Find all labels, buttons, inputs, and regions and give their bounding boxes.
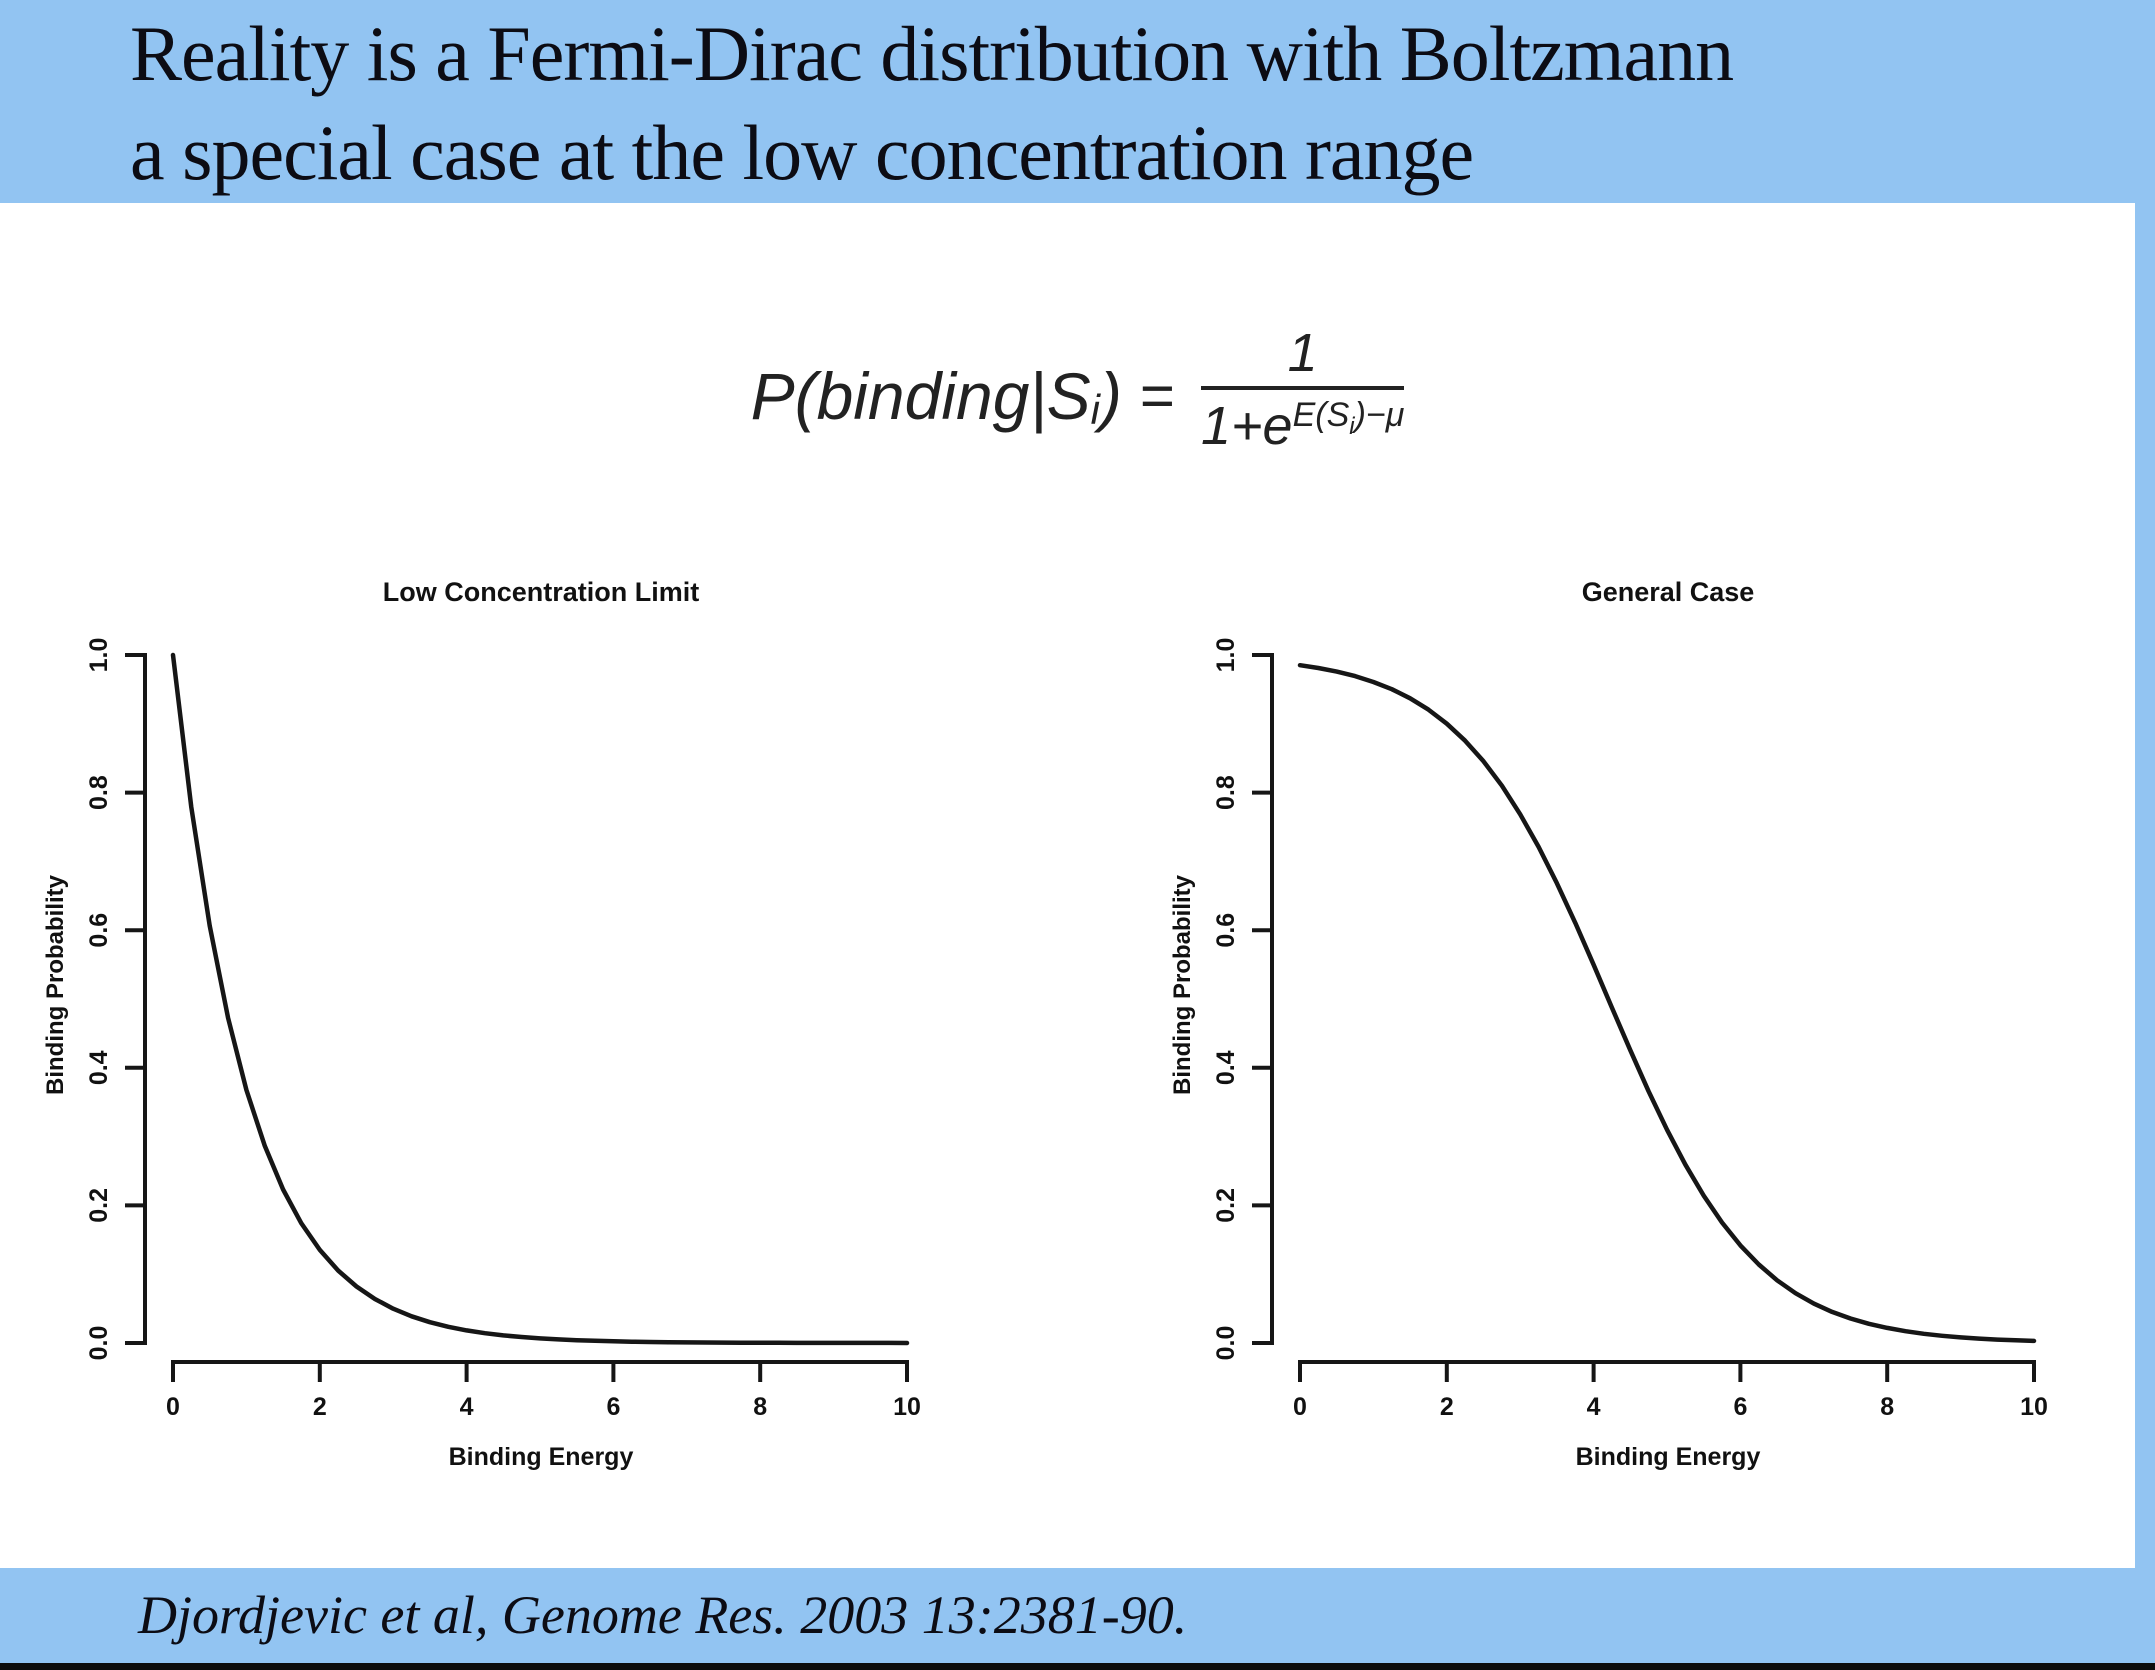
x-tick-label: 0 [166,1393,180,1421]
plot-title: General Case [1581,577,1755,607]
plot-low-concentration-limit: Low Concentration Limit Binding Probabil… [30,555,980,1505]
chart-canvas-left: 0 2 4 6 8 10 0.0 0.2 0.4 0.6 0.8 1.0 [85,638,921,1421]
fermi-dirac-formula: P(binding|S i) = 1 1+eE(Si)−μ [751,324,1405,467]
x-axis-label: Binding Energy [1575,1443,1761,1471]
x-tick-label: 2 [313,1393,327,1421]
y-tick-label: 0.8 [85,775,113,810]
y-tick-label: 0.2 [1212,1188,1240,1223]
curve-line [170,652,910,1346]
x-tick-label: 6 [606,1393,620,1421]
x-tick-label: 4 [1587,1393,1601,1421]
denominator-base: 1+e [1200,396,1293,456]
slide-right-border [2135,203,2155,1568]
y-tick-label: 0.2 [85,1188,113,1223]
x-tick-label: 4 [460,1393,474,1421]
formula-denominator: 1+eE(Si)−μ [1201,390,1404,467]
slide-title: Reality is a Fermi-Dirac distribution wi… [130,4,1734,202]
exponent-close: )−μ [1354,396,1405,434]
fraction-bar [1200,386,1405,390]
slide-title-line-2: a special case at the low concentration … [130,109,1474,196]
curve-line [1297,662,2037,1344]
x-tick-label: 2 [1440,1393,1454,1421]
y-tick-label: 0.8 [1212,775,1240,810]
y-tick-label: 0.4 [85,1050,113,1085]
y-tick-label: 1.0 [1212,638,1240,673]
formula-lhs: P(binding|S [750,358,1091,433]
formula-equals: = [1139,362,1175,429]
y-tick-label: 0.6 [1212,913,1240,948]
citation-text: Djordjevic et al, Genome Res. 2003 13:23… [138,1585,1188,1645]
x-tick-label: 10 [2020,1393,2048,1421]
formula-numerator: 1 [1287,323,1318,383]
formula-row: P(binding|S i) = 1 1+eE(Si)−μ [0,308,2155,483]
x-axis-label: Binding Energy [448,1443,634,1471]
exponent-main: E(S [1292,396,1350,434]
y-tick-label: 0.0 [85,1326,113,1361]
slide-title-line-1: Reality is a Fermi-Dirac distribution wi… [130,10,1734,97]
slide-footer: Djordjevic et al, Genome Res. 2003 13:23… [0,1568,2155,1663]
y-tick-label: 0.4 [1212,1050,1240,1085]
plots-row: Low Concentration Limit Binding Probabil… [0,555,2155,1515]
x-tick-label: 8 [1880,1393,1894,1421]
denominator-exponent: E(Si)−μ [1292,396,1405,440]
x-tick-label: 0 [1293,1393,1307,1421]
y-tick-label: 0.6 [85,913,113,948]
y-tick-label: 0.0 [1212,1326,1240,1361]
formula-lhs-close: ) [1099,358,1122,433]
x-tick-label: 6 [1733,1393,1747,1421]
exponent-subscript: i [1349,413,1355,440]
formula-lhs-subscript: i [1090,385,1100,433]
plot-title: Low Concentration Limit [382,577,700,607]
formula-fraction: 1 1+eE(Si)−μ [1200,323,1405,467]
y-tick-label: 1.0 [85,638,113,673]
x-tick-label: 8 [753,1393,767,1421]
chart-canvas-right: 0 2 4 6 8 10 0.0 0.2 0.4 0.6 0.8 1.0 [1212,638,2048,1421]
x-tick-label: 10 [893,1393,921,1421]
slide-bottom-edge [0,1663,2155,1670]
slide-header: Reality is a Fermi-Dirac distribution wi… [0,0,2155,203]
plot-general-case: General Case Binding Probability 0 2 4 6 8 10… [1157,555,2107,1505]
